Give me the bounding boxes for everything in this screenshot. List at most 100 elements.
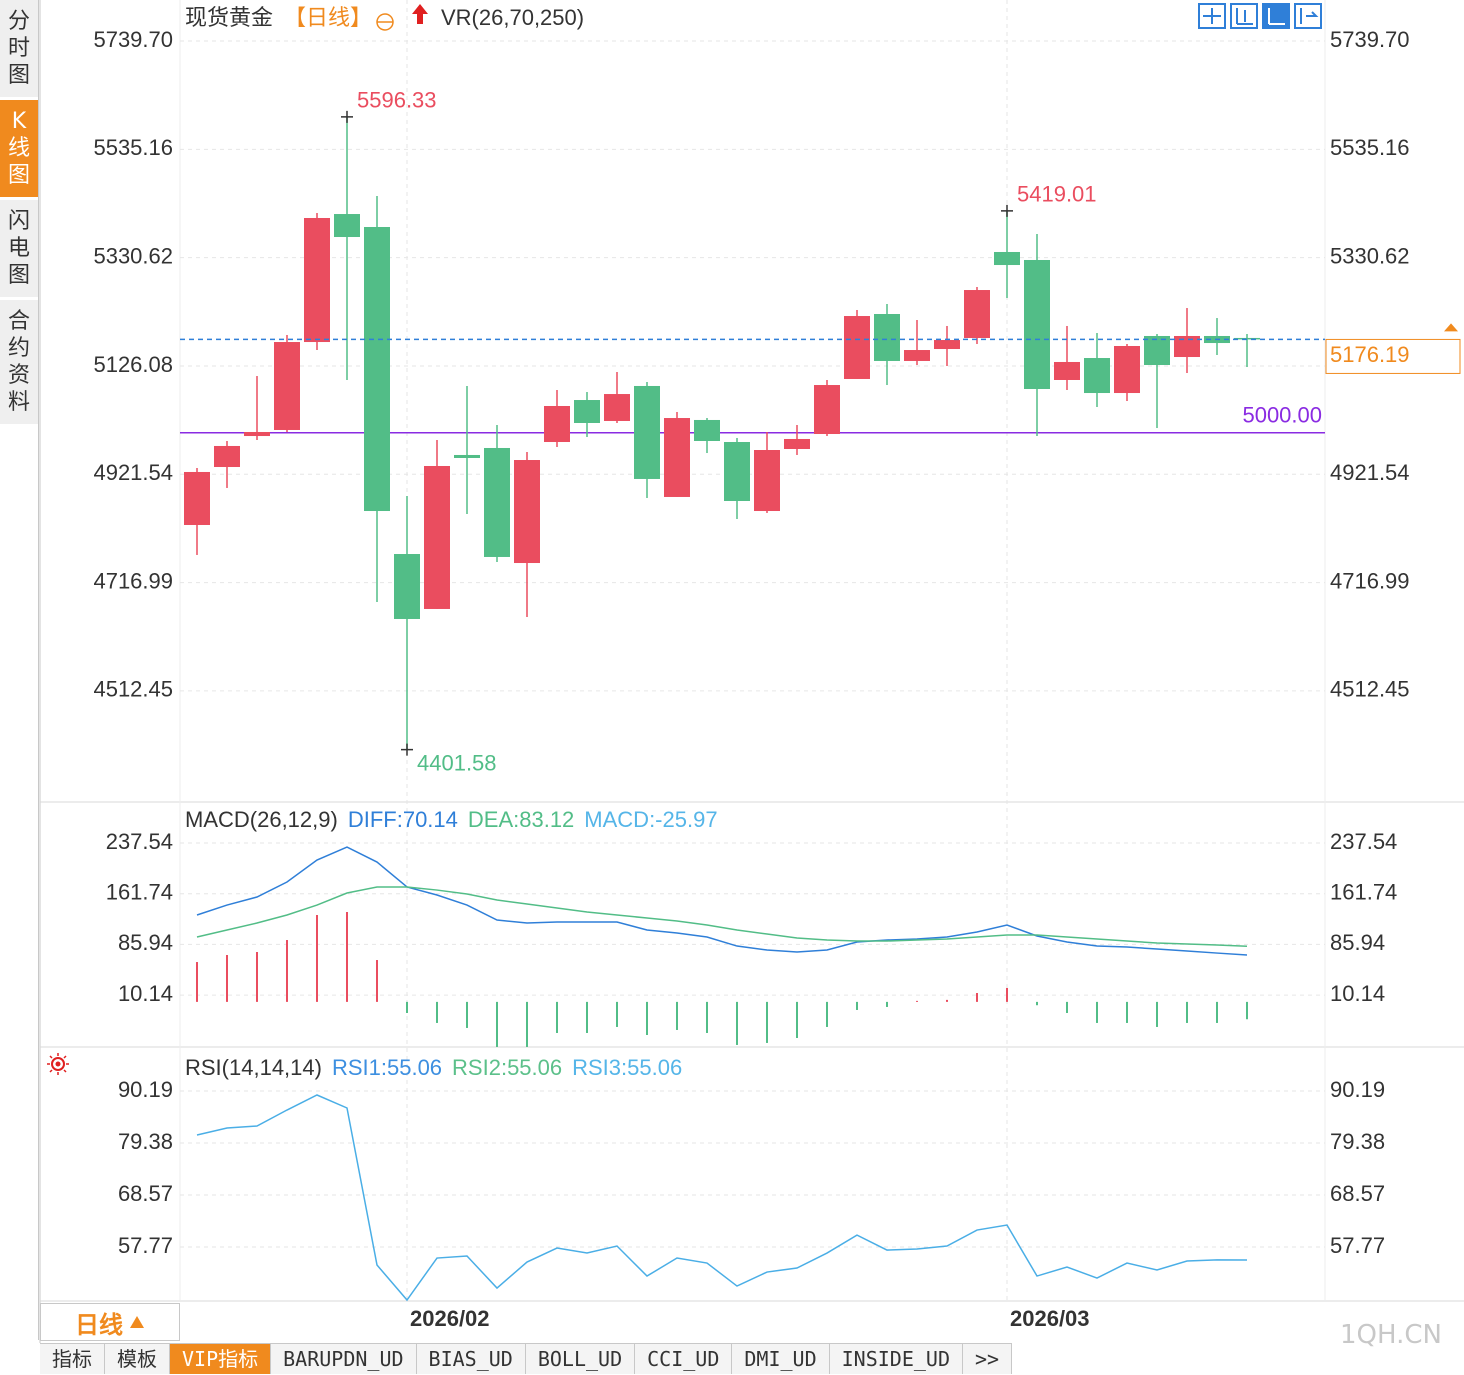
indicator-tab[interactable]: VIP指标	[170, 1344, 272, 1374]
extreme-marker	[1001, 204, 1013, 217]
settings-icon[interactable]	[376, 13, 394, 31]
y-tick-label-right: 4921.54	[1330, 460, 1410, 485]
candle-body	[694, 419, 720, 442]
macd-line	[196, 846, 1248, 956]
candle-body	[1114, 345, 1140, 394]
y-tick-label: 5126.08	[93, 352, 173, 377]
indicator-tab[interactable]: 指标	[40, 1344, 105, 1374]
indicator-tab[interactable]: BARUPDN_UD	[271, 1344, 417, 1374]
candle-body	[574, 400, 600, 423]
last-price-arrow	[1444, 323, 1458, 332]
y-tick-label: 5330.62	[93, 243, 173, 268]
x-tick-label: 2026/02	[410, 1306, 490, 1331]
period-tab-label: 日线	[75, 1311, 123, 1339]
candle-body	[904, 350, 930, 361]
last-price-label: 5176.19	[1330, 342, 1410, 367]
x-tick-label: 2026/03	[1010, 1306, 1090, 1331]
candle-body	[784, 438, 810, 449]
y-tick-label-right: 10.14	[1330, 981, 1385, 1006]
y-tick-label-right: 5739.70	[1330, 27, 1410, 52]
extreme-marker	[401, 743, 413, 756]
y-tick-label-right: 85.94	[1330, 930, 1385, 955]
period-arrow	[130, 1316, 144, 1328]
y-tick-label: 57.77	[118, 1233, 173, 1258]
indicator-tab[interactable]: DMI_UD	[732, 1344, 830, 1374]
candle-body	[1174, 335, 1200, 358]
watermark: 1QH.CN	[1340, 1320, 1442, 1350]
candle-body	[994, 251, 1020, 266]
candle-body	[664, 418, 690, 497]
y-tick-label: 237.54	[106, 829, 173, 854]
period-label: 【日线】	[284, 5, 372, 30]
extreme-marker	[341, 110, 353, 123]
switch-icon[interactable]	[412, 4, 428, 24]
candle-body	[724, 442, 750, 502]
chart-title: 现货黄金	[185, 5, 273, 30]
candle-body	[964, 290, 990, 338]
y-tick-label-right: 5535.16	[1330, 135, 1410, 160]
candle-body	[844, 316, 870, 379]
candle-body	[634, 385, 660, 479]
candle-body	[364, 226, 390, 512]
indicator-tab[interactable]: >>	[963, 1344, 1013, 1374]
candle-body	[934, 340, 960, 350]
bottom-tabs: 指标 模板 VIP指标 BARUPDN_UD BIAS_UD BOLL_UD CCI_UD D…	[40, 1343, 1013, 1375]
y-tick-label: 161.74	[106, 880, 173, 905]
candle-body	[1144, 335, 1170, 366]
indicator-tab[interactable]: INSIDE_UD	[829, 1344, 964, 1374]
indicator-legend: MACD(26,12,9)	[185, 807, 338, 832]
candle-body	[304, 217, 330, 343]
indicator-tab[interactable]: CCI_UD	[635, 1344, 733, 1374]
candle-body	[1084, 358, 1110, 394]
y-tick-label: 90.19	[118, 1077, 173, 1102]
candle-body	[484, 447, 510, 557]
y-tick-label: 5739.70	[93, 27, 173, 52]
candle-body	[424, 465, 450, 609]
candle-body	[874, 314, 900, 361]
y-tick-label-right: 79.38	[1330, 1129, 1385, 1154]
candle-body	[1054, 361, 1080, 380]
indicator-legend: RSI3:55.06	[572, 1055, 682, 1080]
indicator-tab[interactable]: BIAS_UD	[416, 1344, 526, 1374]
indicator-legend: MACD:-25.97	[584, 807, 717, 832]
indicator-tab[interactable]: BOLL_UD	[525, 1344, 636, 1374]
y-tick-label-right: 4716.99	[1330, 568, 1410, 593]
reference-label: 5000.00	[1242, 403, 1322, 428]
candle-body	[214, 445, 240, 468]
extreme-label: 4401.58	[417, 750, 497, 775]
indicator-legend: RSI(14,14,14)	[185, 1055, 322, 1080]
candle-body	[274, 342, 300, 430]
candle-body	[184, 471, 210, 525]
y-tick-label: 85.94	[118, 930, 173, 955]
extreme-label: 5596.33	[357, 88, 437, 113]
y-tick-label-right: 4512.45	[1330, 677, 1410, 702]
y-tick-label: 79.38	[118, 1129, 173, 1154]
sidebar-tab[interactable]: 闪电图	[0, 200, 38, 297]
y-tick-label: 4512.45	[93, 677, 173, 702]
candle-body	[1024, 259, 1050, 389]
rsi-line	[196, 1094, 1248, 1302]
rsi-icon[interactable]	[47, 1053, 69, 1075]
candle-body	[544, 405, 570, 443]
y-tick-label: 68.57	[118, 1181, 173, 1206]
candle-body	[814, 385, 840, 435]
candle-body	[754, 450, 780, 512]
toolbar[interactable]	[1198, 3, 1322, 29]
period-tab[interactable]: 日线	[40, 1303, 180, 1341]
y-tick-label-right: 57.77	[1330, 1233, 1385, 1258]
indicator-legend: DEA:83.12	[468, 807, 574, 832]
y-tick-label-right: 90.19	[1330, 1077, 1385, 1102]
sidebar-tab[interactable]: 合约资料	[0, 300, 38, 424]
y-tick-label: 4921.54	[93, 460, 173, 485]
candle-body	[514, 460, 540, 564]
candle-body	[394, 554, 420, 619]
candle-body	[604, 394, 630, 421]
indicator-tab[interactable]: 模板	[105, 1344, 170, 1374]
extreme-label: 5419.01	[1017, 182, 1097, 207]
indicator-legend: RSI2:55.06	[452, 1055, 562, 1080]
sidebar-tab[interactable]: 分时图	[0, 0, 38, 97]
y-tick-label-right: 237.54	[1330, 829, 1397, 854]
sidebar-tab[interactable]: K线图	[0, 100, 38, 197]
